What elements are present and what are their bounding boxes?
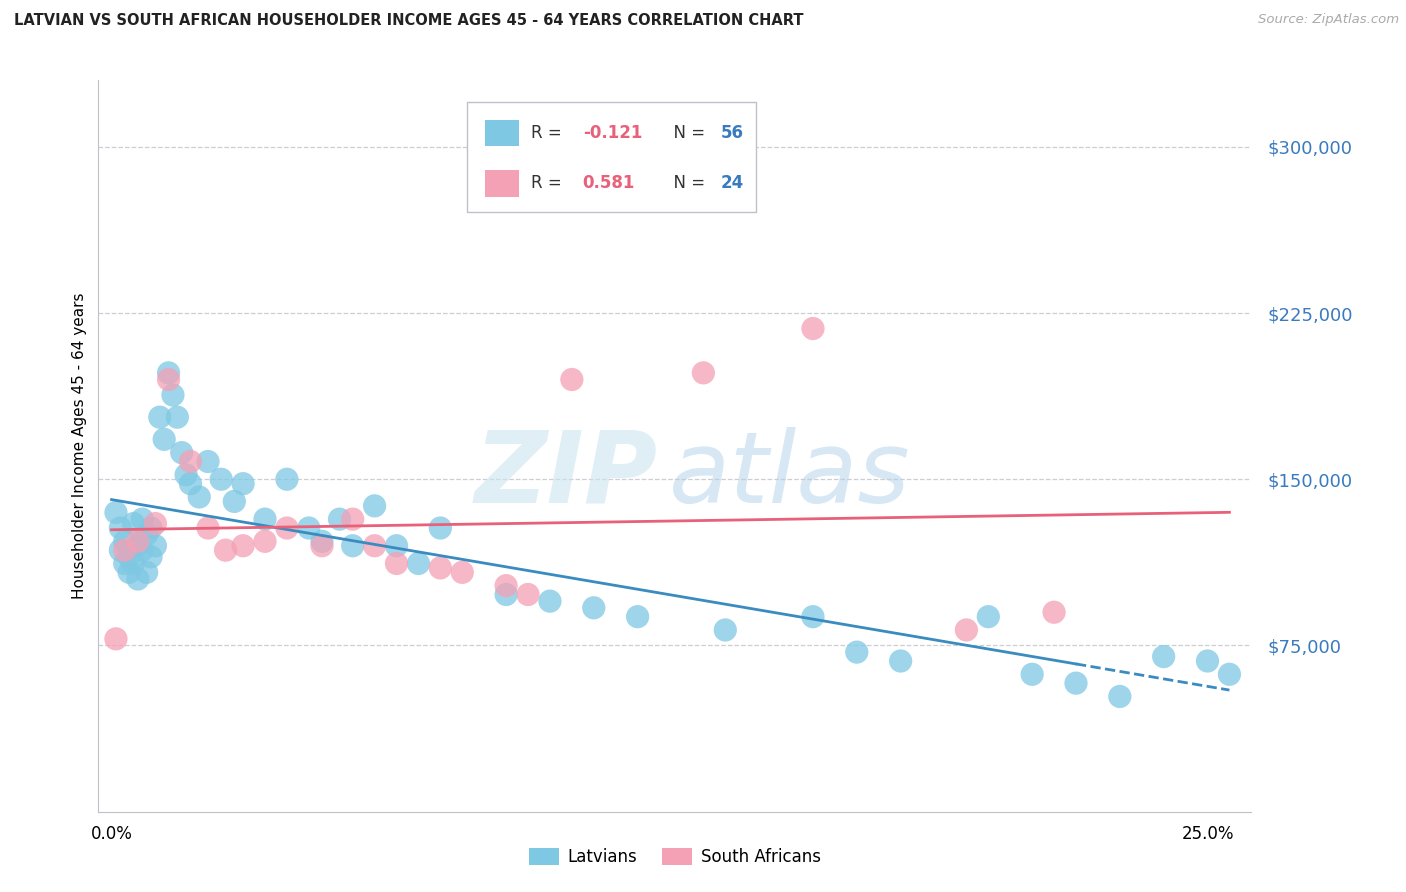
Point	[801, 609, 824, 624]
Point	[1197, 654, 1219, 668]
Point	[157, 372, 180, 386]
Point	[495, 579, 517, 593]
Point	[626, 609, 648, 624]
Point	[342, 512, 364, 526]
Text: LATVIAN VS SOUTH AFRICAN HOUSEHOLDER INCOME AGES 45 - 64 YEARS CORRELATION CHART: LATVIAN VS SOUTH AFRICAN HOUSEHOLDER INC…	[14, 13, 804, 29]
Point	[131, 543, 153, 558]
Point	[188, 490, 211, 504]
Point	[408, 557, 430, 571]
Point	[363, 539, 385, 553]
Text: ZIP: ZIP	[475, 426, 658, 524]
Point	[149, 410, 172, 425]
Point	[114, 543, 136, 558]
Point	[311, 539, 333, 553]
Point	[122, 516, 145, 531]
Point	[495, 587, 517, 601]
Point	[1021, 667, 1043, 681]
Point	[1108, 690, 1130, 704]
Text: N =: N =	[664, 175, 710, 193]
Point	[127, 539, 149, 553]
Point	[977, 609, 1000, 624]
Point	[342, 539, 364, 553]
Point	[385, 557, 408, 571]
Point	[214, 543, 236, 558]
Point	[145, 516, 167, 531]
Point	[197, 454, 219, 468]
Text: N =: N =	[664, 124, 710, 142]
Point	[110, 521, 132, 535]
Point	[170, 445, 193, 459]
FancyBboxPatch shape	[485, 170, 519, 196]
Point	[328, 512, 350, 526]
Point	[122, 557, 145, 571]
Point	[253, 512, 276, 526]
Point	[118, 549, 141, 564]
Point	[209, 472, 232, 486]
Point	[110, 543, 132, 558]
Point	[429, 521, 451, 535]
Point	[451, 566, 474, 580]
Point	[157, 366, 180, 380]
Point	[582, 600, 605, 615]
Legend: Latvians, South Africans: Latvians, South Africans	[523, 841, 827, 873]
Point	[276, 472, 298, 486]
Point	[179, 476, 201, 491]
Point	[1218, 667, 1240, 681]
Text: R =: R =	[530, 124, 567, 142]
Point	[162, 388, 184, 402]
Point	[118, 566, 141, 580]
Point	[139, 521, 162, 535]
Point	[127, 534, 149, 549]
Point	[890, 654, 912, 668]
Point	[139, 549, 162, 564]
Text: atlas: atlas	[669, 426, 911, 524]
Point	[232, 539, 254, 553]
Text: Source: ZipAtlas.com: Source: ZipAtlas.com	[1258, 13, 1399, 27]
Point	[127, 572, 149, 586]
Point	[135, 566, 157, 580]
Point	[179, 454, 201, 468]
Point	[538, 594, 561, 608]
Point	[714, 623, 737, 637]
Point	[104, 632, 127, 646]
FancyBboxPatch shape	[485, 120, 519, 146]
Point	[1064, 676, 1087, 690]
Point	[131, 512, 153, 526]
Point	[276, 521, 298, 535]
Point	[1153, 649, 1175, 664]
Point	[385, 539, 408, 553]
Point	[429, 561, 451, 575]
Point	[114, 557, 136, 571]
Point	[1043, 605, 1066, 619]
Point	[166, 410, 188, 425]
Point	[253, 534, 276, 549]
Text: 0.581: 0.581	[582, 175, 636, 193]
Point	[174, 467, 197, 482]
Point	[561, 372, 583, 386]
Point	[197, 521, 219, 535]
Point	[104, 506, 127, 520]
FancyBboxPatch shape	[467, 103, 755, 212]
Point	[224, 494, 246, 508]
Point	[311, 534, 333, 549]
Point	[145, 539, 167, 553]
Text: 24: 24	[721, 175, 744, 193]
Point	[692, 366, 714, 380]
Text: R =: R =	[530, 175, 567, 193]
Text: 56: 56	[721, 124, 744, 142]
Point	[298, 521, 321, 535]
Point	[517, 587, 540, 601]
Point	[363, 499, 385, 513]
Point	[845, 645, 868, 659]
Text: -0.121: -0.121	[582, 124, 643, 142]
Point	[955, 623, 977, 637]
Point	[232, 476, 254, 491]
Y-axis label: Householder Income Ages 45 - 64 years: Householder Income Ages 45 - 64 years	[72, 293, 87, 599]
Point	[114, 534, 136, 549]
Point	[801, 321, 824, 335]
Point	[153, 433, 176, 447]
Point	[135, 527, 157, 541]
